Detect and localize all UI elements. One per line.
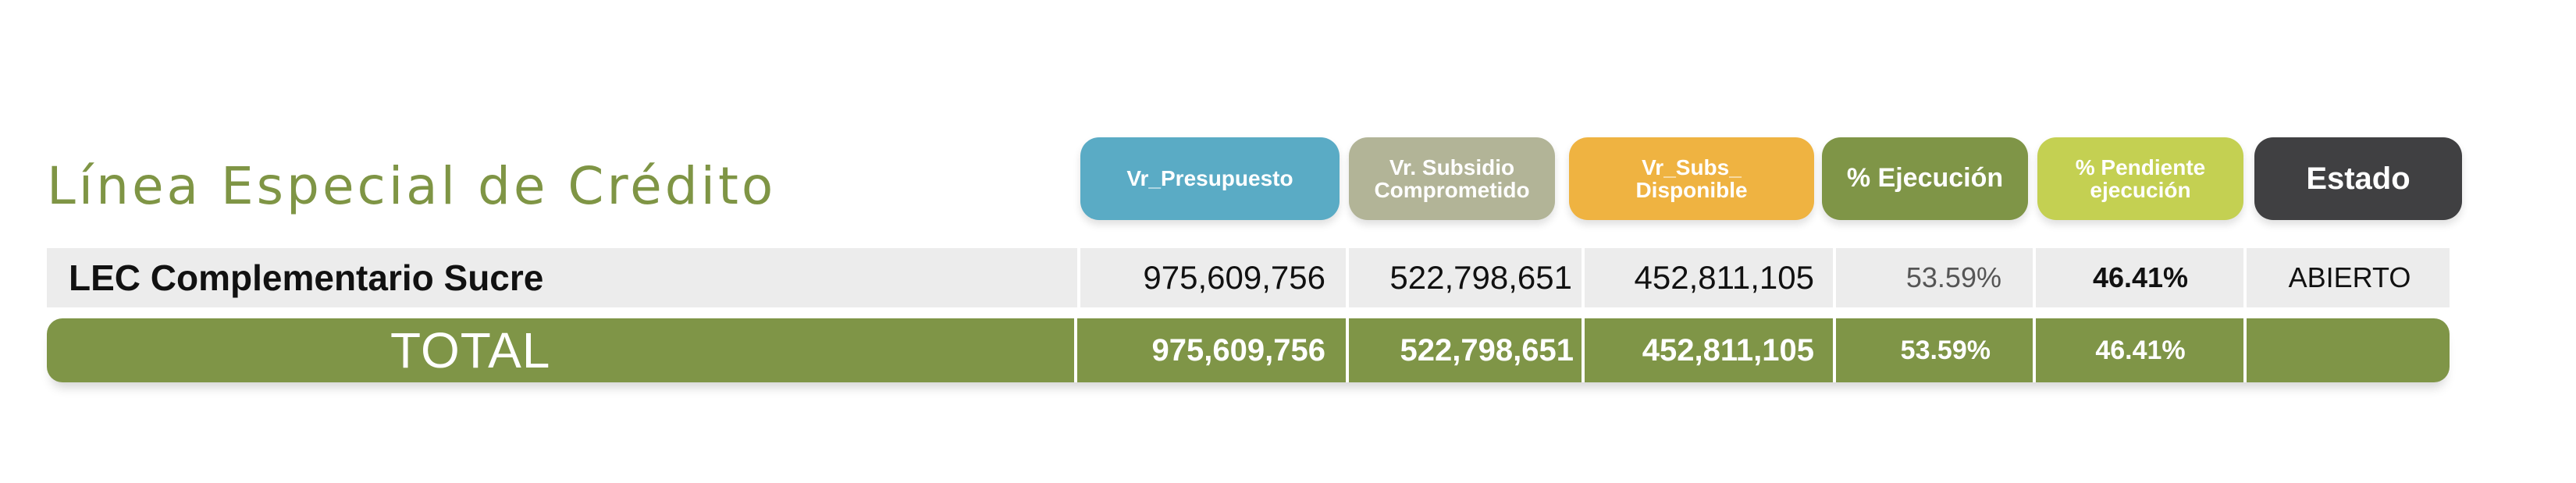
header-estado-label: Estado (2306, 162, 2411, 196)
cell-pendiente: 46.41% (2092, 261, 2189, 293)
total-pendiente: 46.41% (2095, 336, 2186, 365)
column-divider (2243, 318, 2247, 382)
column-divider (1077, 248, 1080, 307)
header-vr-subsidio-comprometido: Vr. Subsidio Comprometido (1349, 137, 1555, 220)
table-row (47, 248, 2450, 307)
header-pendiente-ejecucion: % Pendiente ejecución (2037, 137, 2243, 220)
cell-vr-subs-disponible: 452,811,105 (1634, 259, 1814, 296)
column-divider (1346, 248, 1349, 307)
header-vr-subsidio-line1: Vr. Subsidio (1389, 154, 1515, 179)
column-divider (1833, 318, 1836, 382)
header-ejecucion-label: % Ejecución (1846, 163, 2004, 194)
cell-ejecucion: 53.59% (1905, 261, 2001, 293)
column-divider (2033, 248, 2036, 307)
page-title: Línea Especial de Crédito (47, 156, 777, 216)
row-label: LEC Complementario Sucre (69, 257, 544, 298)
total-estado (2250, 318, 2450, 382)
column-divider (2243, 248, 2247, 307)
header-vr-subsidio-line2: Comprometido (1374, 178, 1530, 202)
column-divider (1346, 318, 1349, 382)
header-vr-subs-disponible: Vr_Subs_ Disponible (1569, 137, 1814, 220)
header-pendiente-line2: ejecución (2090, 178, 2191, 202)
cell-vr-subsidio: 522,798,651 (1389, 259, 1572, 296)
header-vr-subs-line1: Vr_Subs_ (1642, 154, 1742, 179)
column-divider (1582, 318, 1585, 382)
cell-vr-presupuesto: 975,609,756 (1143, 259, 1325, 296)
total-vr-presupuesto: 975,609,756 (1151, 333, 1325, 368)
column-divider (1582, 248, 1585, 307)
header-vr-subs-line2: Disponible (1635, 178, 1748, 202)
cell-estado: ABIERTO (2288, 261, 2411, 293)
header-vr-presupuesto: Vr_Presupuesto (1080, 137, 1340, 220)
header-estado: Estado (2254, 137, 2462, 220)
total-label: TOTAL (390, 322, 551, 378)
column-divider (1833, 248, 1836, 307)
header-ejecucion: % Ejecución (1822, 137, 2028, 220)
total-vr-subs-disponible: 452,811,105 (1642, 333, 1814, 368)
column-divider (1074, 318, 1077, 382)
column-divider (2033, 318, 2036, 382)
header-vr-presupuesto-label: Vr_Presupuesto (1126, 166, 1293, 191)
header-pendiente-line1: % Pendiente (2075, 154, 2206, 179)
total-row (47, 318, 2450, 382)
total-ejecucion: 53.59% (1900, 336, 1991, 365)
total-vr-subsidio: 522,798,651 (1400, 333, 1574, 368)
